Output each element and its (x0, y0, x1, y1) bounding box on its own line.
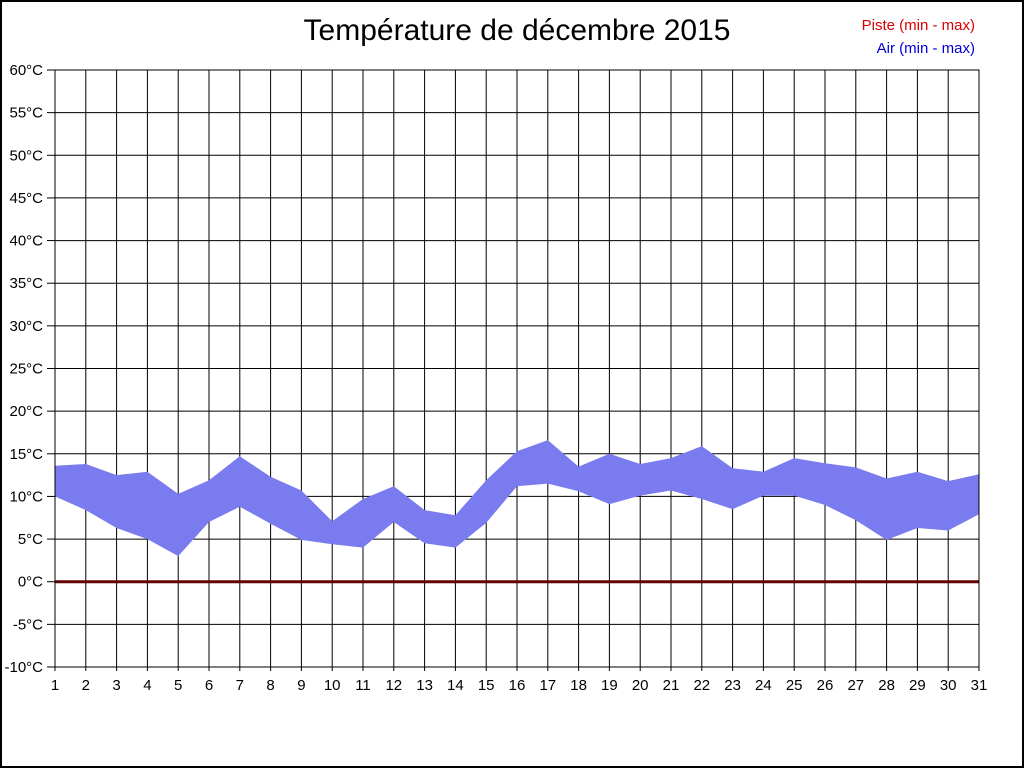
y-tick-label: 20°C (9, 403, 43, 420)
y-tick-label: 40°C (9, 233, 43, 250)
y-tick-label: 45°C (9, 190, 43, 207)
x-tick-label: 4 (143, 677, 151, 694)
x-tick-label: 21 (663, 677, 680, 694)
x-tick-label: 18 (570, 677, 587, 694)
y-tick-label: 0°C (18, 574, 43, 591)
x-tick-label: 31 (971, 677, 988, 694)
x-tick-label: 11 (355, 677, 371, 694)
y-tick-label: 25°C (9, 361, 43, 378)
x-tick-label: 5 (174, 677, 182, 694)
x-tick-label: 26 (817, 677, 834, 694)
x-tick-label: 9 (297, 677, 305, 694)
x-tick-label: 8 (266, 677, 274, 694)
x-tick-label: 3 (112, 677, 120, 694)
x-tick-label: 7 (236, 677, 244, 694)
x-tick-label: 10 (324, 677, 341, 694)
x-tick-label: 23 (724, 677, 741, 694)
x-tick-label: 12 (385, 677, 402, 694)
x-tick-label: 30 (940, 677, 957, 694)
x-tick-label: 24 (755, 677, 772, 694)
x-tick-label: 27 (847, 677, 864, 694)
x-tick-label: 17 (539, 677, 556, 694)
x-tick-label: 6 (205, 677, 213, 694)
x-tick-label: 25 (786, 677, 803, 694)
x-tick-label: 2 (82, 677, 90, 694)
chart-legend: Piste (min - max) Air (min - max) (862, 14, 975, 60)
y-tick-label: 10°C (9, 488, 43, 505)
y-tick-label: -10°C (4, 659, 43, 676)
x-tick-label: 1 (51, 677, 59, 694)
y-tick-label: 35°C (9, 275, 43, 292)
x-tick-label: 19 (601, 677, 618, 694)
x-tick-label: 15 (478, 677, 495, 694)
x-tick-label: 28 (878, 677, 895, 694)
plot-border (54, 69, 980, 668)
legend-item-air: Air (min - max) (876, 40, 975, 57)
air-minmax-band (55, 440, 979, 557)
legend-item-piste: Piste (min - max) (861, 17, 975, 34)
y-tick-label: -5°C (13, 616, 43, 633)
x-tick-label: 29 (909, 677, 926, 694)
x-tick-label: 22 (693, 677, 710, 694)
y-tick-label: 30°C (9, 318, 43, 335)
y-tick-label: 15°C (9, 446, 43, 463)
x-tick-label: 14 (447, 677, 464, 694)
y-tick-label: 55°C (9, 105, 43, 122)
x-tick-label: 16 (509, 677, 526, 694)
x-tick-label: 13 (416, 677, 433, 694)
y-tick-label: 60°C (9, 62, 43, 79)
x-tick-label: 20 (632, 677, 649, 694)
y-tick-label: 5°C (18, 531, 43, 548)
y-tick-label: 50°C (9, 147, 43, 164)
chart-title: Température de décembre 2015 (303, 14, 731, 47)
